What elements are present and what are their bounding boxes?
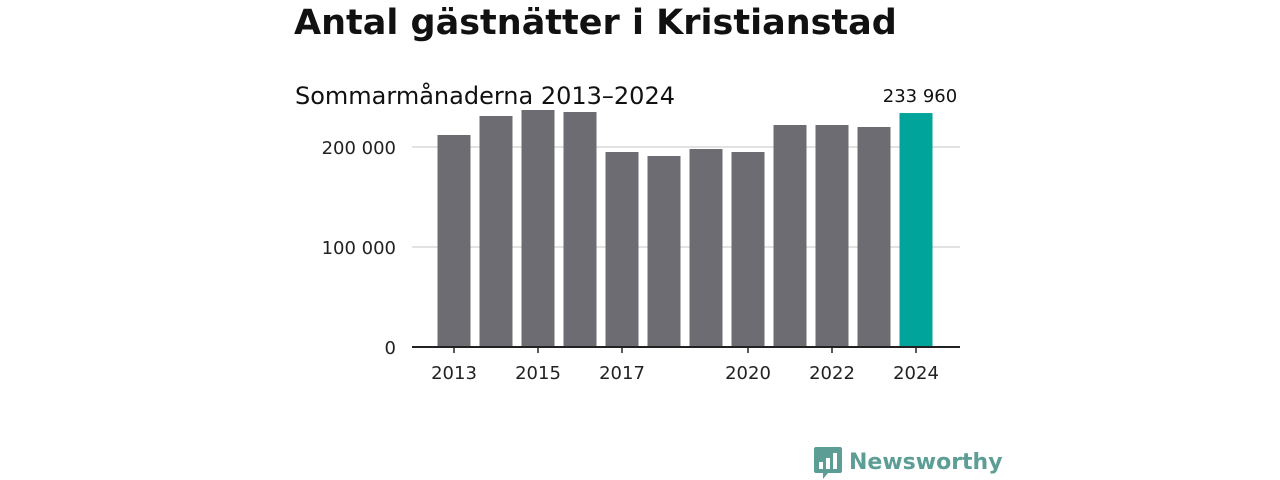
- bar-2020: [731, 152, 765, 347]
- chart-subtitle: Sommarmånaderna 2013–2024: [295, 82, 675, 110]
- x-tick-label: 2024: [893, 363, 939, 384]
- value-label: 233 960: [883, 86, 957, 107]
- x-tick-label: 2017: [599, 363, 645, 384]
- bar-2017: [605, 152, 639, 347]
- bar-2016: [563, 112, 597, 347]
- axes: [412, 346, 960, 353]
- bar-2014: [479, 116, 513, 347]
- bar-2023: [857, 127, 891, 347]
- bar-chart: 0 100 000 200 000 2013 2015 2017 2020 2022 2024 2…: [322, 86, 960, 384]
- bar-2022: [815, 125, 849, 347]
- bar-2013: [437, 135, 471, 347]
- y-tick-label: 0: [385, 338, 396, 359]
- x-tick-label: 2013: [431, 363, 477, 384]
- x-tick-label: 2015: [515, 363, 561, 384]
- newsworthy-brand[interactable]: Newsworthy: [814, 447, 1003, 479]
- x-tick-label: 2022: [809, 363, 855, 384]
- bar-2021: [773, 125, 807, 347]
- newsworthy-logo-icon: [814, 447, 842, 479]
- labels: 0 100 000 200 000 2013 2015 2017 2020 2022 2024 2…: [322, 86, 958, 384]
- chart-title: Antal gästnätter i Kristianstad: [294, 3, 897, 43]
- brand-name: Newsworthy: [849, 450, 1003, 475]
- x-tick-label: 2020: [725, 363, 771, 384]
- y-tick-label: 100 000: [322, 238, 396, 259]
- bar-2015: [521, 110, 555, 347]
- bar-2018: [647, 156, 681, 347]
- bars: [437, 110, 933, 347]
- bar-2024: [899, 113, 933, 347]
- y-tick-label: 200 000: [322, 138, 396, 159]
- bar-2019: [689, 149, 723, 347]
